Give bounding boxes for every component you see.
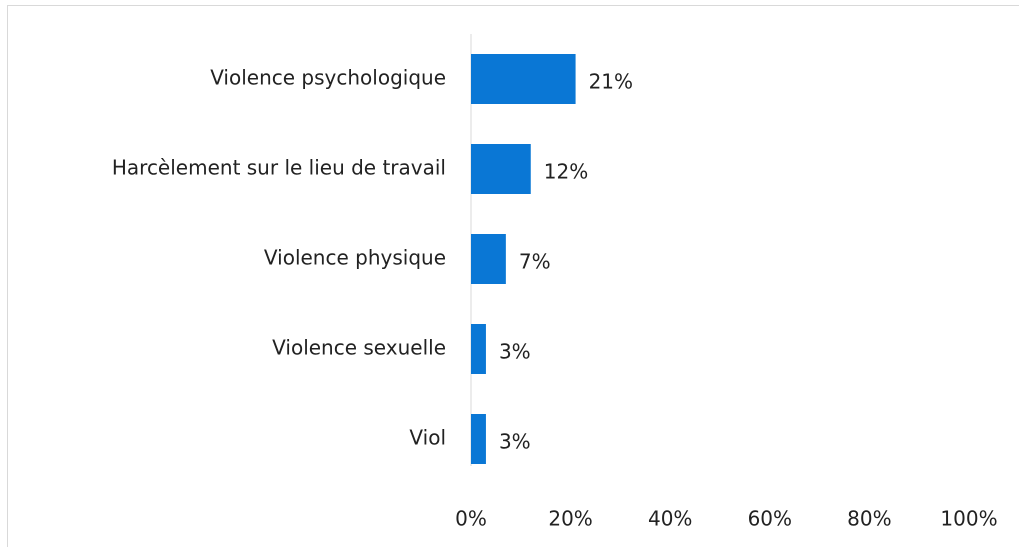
x-tick-label: 0% xyxy=(455,507,487,531)
x-tick-label: 60% xyxy=(748,507,792,531)
bar xyxy=(471,234,506,284)
data-label: 3% xyxy=(499,340,531,364)
bar xyxy=(471,414,486,464)
x-tick-label: 20% xyxy=(548,507,592,531)
y-tick-label: Viol xyxy=(409,426,446,450)
x-tick-label: 40% xyxy=(648,507,692,531)
data-label: 21% xyxy=(589,70,633,94)
x-tick-label: 100% xyxy=(940,507,997,531)
data-label: 7% xyxy=(519,250,551,274)
y-tick-label: Harcèlement sur le lieu de travail xyxy=(112,156,446,180)
y-tick-label: Violence sexuelle xyxy=(272,336,446,360)
x-tick-label: 80% xyxy=(847,507,891,531)
data-label: 3% xyxy=(499,430,531,454)
chart-frame xyxy=(7,5,1019,547)
y-tick-label: Violence psychologique xyxy=(210,66,446,90)
bar xyxy=(471,324,486,374)
y-tick-label: Violence physique xyxy=(264,246,446,270)
bar xyxy=(471,144,531,194)
data-label: 12% xyxy=(544,160,588,184)
bar xyxy=(471,54,576,104)
